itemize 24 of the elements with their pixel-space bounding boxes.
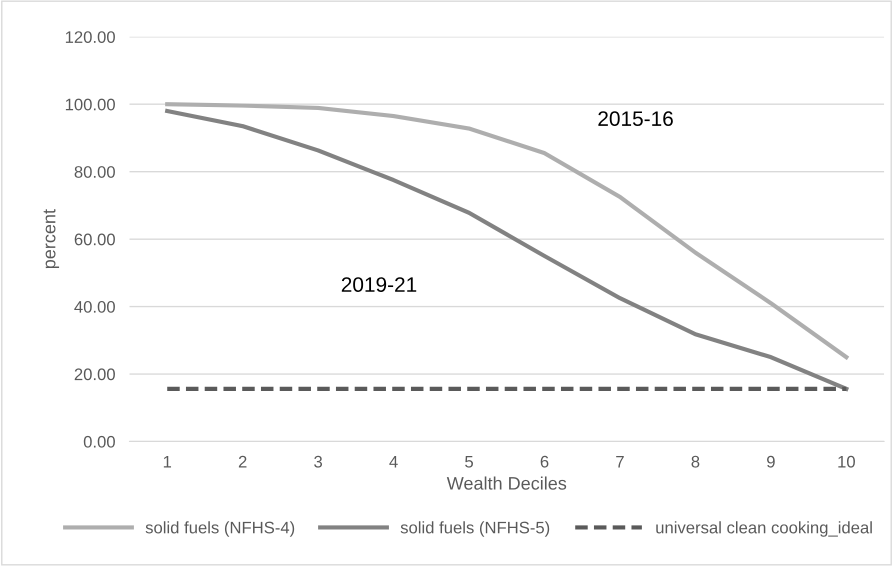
legend-label: solid fuels (NFHS-5) — [400, 521, 550, 537]
legend-label: universal clean cooking_ideal — [656, 521, 872, 537]
x-tick-label: 7 — [616, 456, 624, 468]
legend-label: solid fuels (NFHS-4) — [146, 521, 294, 537]
x-tick-label: 1 — [164, 456, 172, 468]
x-tick-label: 4 — [389, 456, 398, 468]
x-tick-label: 8 — [692, 456, 700, 468]
x-tick-label: 10 — [838, 456, 855, 468]
x-tick-label: 5 — [465, 456, 473, 468]
y-tick-label: 120.00 — [66, 31, 115, 43]
x-tick-label: 2 — [238, 456, 246, 468]
y-tick-label: 80.00 — [74, 166, 115, 178]
y-tick-label: 0.00 — [84, 436, 115, 448]
y-axis-title: percent — [44, 209, 60, 268]
y-tick-label: 40.00 — [74, 300, 115, 313]
x-axis-title: Wealth Deciles — [446, 476, 566, 490]
y-tick-label: 60.00 — [74, 234, 115, 246]
y-tick-label: 100.00 — [66, 98, 115, 110]
x-tick-label: 3 — [314, 456, 322, 468]
annotation: 2019-21 — [342, 277, 416, 292]
annotation: 2015-16 — [598, 111, 673, 126]
y-tick-label: 20.00 — [74, 368, 115, 380]
x-tick-label: 9 — [767, 456, 775, 468]
x-tick-label: 6 — [540, 456, 548, 468]
